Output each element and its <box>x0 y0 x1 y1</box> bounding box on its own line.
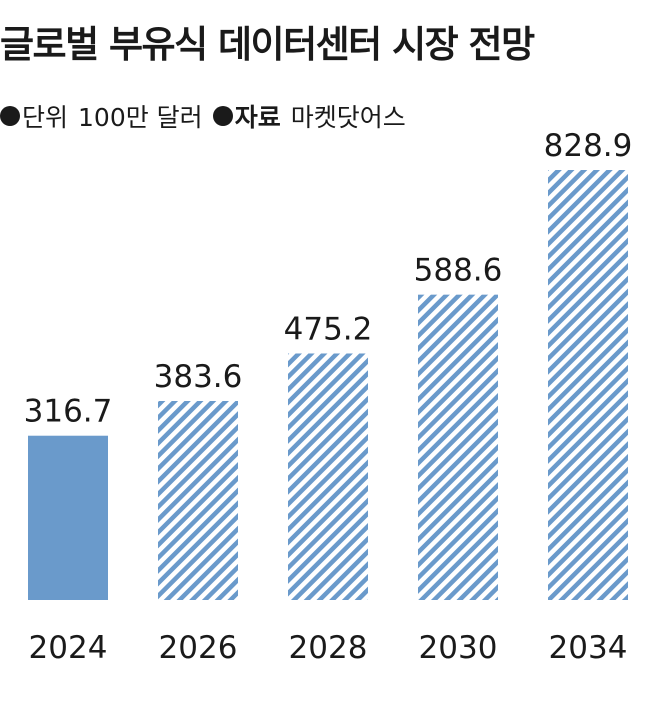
bars-group <box>28 170 628 600</box>
x-label-2024: 2024 <box>29 630 108 666</box>
value-label-2024: 316.7 <box>24 394 113 430</box>
value-label-2030: 588.6 <box>414 253 503 289</box>
value-label-2028: 475.2 <box>284 311 373 347</box>
unit-value: 100만 달러 <box>78 103 203 132</box>
source-value: 마켓닷어스 <box>290 103 406 132</box>
x-label-2028: 2028 <box>289 630 368 666</box>
bar-2026 <box>158 401 238 600</box>
bar-2024 <box>28 435 108 600</box>
bullet-icon <box>212 106 233 126</box>
x-label-2034: 2034 <box>549 630 628 666</box>
bullet-icon <box>0 106 20 126</box>
bar-2028 <box>288 353 368 600</box>
bar-2034 <box>548 170 628 600</box>
bar-2030 <box>418 294 498 600</box>
x-label-2030: 2030 <box>419 630 498 666</box>
source-label: 자료 <box>234 103 281 132</box>
value-label-2026: 383.6 <box>154 359 243 395</box>
value-labels-group: 316.7 383.6 475.2 588.6 828.9 <box>24 128 633 430</box>
unit-label: 단위 <box>22 103 69 132</box>
x-axis-labels-group: 2024 2026 2028 2030 2034 <box>29 630 628 666</box>
value-label-2034: 828.9 <box>544 128 633 164</box>
chart-title: 글로벌 부유식 데이터센터 시장 전망 <box>0 23 535 66</box>
x-label-2026: 2026 <box>159 630 238 666</box>
chart-meta: 단위 100만 달러 자료 마켓닷어스 <box>0 98 406 134</box>
